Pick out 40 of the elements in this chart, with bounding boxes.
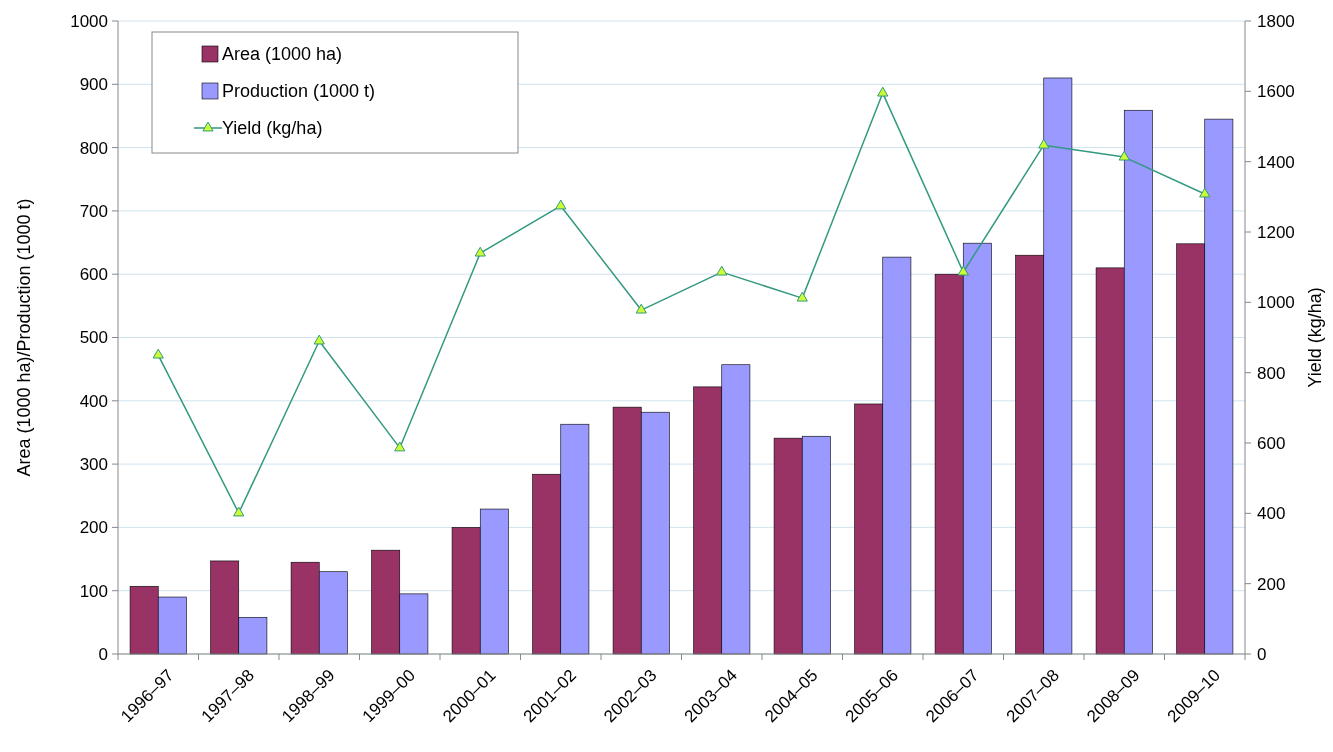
y2-tick-label: 1000 (1257, 293, 1295, 313)
y-tick-label: 500 (79, 328, 108, 348)
y-tick-label: 200 (79, 518, 108, 538)
point (152, 348, 164, 359)
y-tick-label: 800 (79, 138, 108, 158)
y2-axis-title: Yield (kg/ha) (1305, 287, 1325, 388)
y-tick-label: 1000 (70, 11, 108, 31)
y-tick-label: 900 (79, 75, 108, 95)
y-tick-label: 600 (79, 265, 108, 285)
y-tick-label: 0 (98, 644, 108, 664)
y-axis-title: Area (1000 ha)/Production (1000 t) (14, 198, 34, 477)
point (1038, 138, 1050, 149)
y2-tick-label: 1600 (1257, 82, 1295, 102)
point (1118, 150, 1130, 161)
y-tick-label: 400 (79, 391, 108, 411)
y2-tick-label: 400 (1257, 504, 1286, 524)
legend-label: Yield (kg/ha) (222, 118, 323, 139)
point (313, 334, 325, 345)
y2-tick-label: 200 (1257, 574, 1286, 594)
legend-label: Area (1000 ha) (222, 44, 343, 65)
point (796, 291, 808, 302)
y2-tick-label: 1200 (1257, 222, 1295, 242)
y-tick-label: 100 (79, 581, 108, 601)
point (716, 265, 728, 276)
point (394, 441, 406, 452)
point (957, 265, 969, 276)
y2-tick-label: 1800 (1257, 11, 1295, 31)
point (635, 303, 647, 314)
point (555, 199, 567, 210)
y-tick-label: 700 (79, 201, 108, 221)
point (1199, 187, 1211, 198)
y-tick-label: 300 (79, 455, 108, 475)
point (474, 246, 486, 257)
y2-tick-label: 1400 (1257, 152, 1295, 172)
y2-tick-label: 800 (1257, 363, 1286, 383)
y2-tick-label: 600 (1257, 433, 1286, 453)
point (233, 506, 245, 517)
y2-tick-label: 0 (1257, 644, 1267, 664)
legend-label: Production (1000 t) (222, 81, 376, 102)
point (877, 86, 889, 97)
